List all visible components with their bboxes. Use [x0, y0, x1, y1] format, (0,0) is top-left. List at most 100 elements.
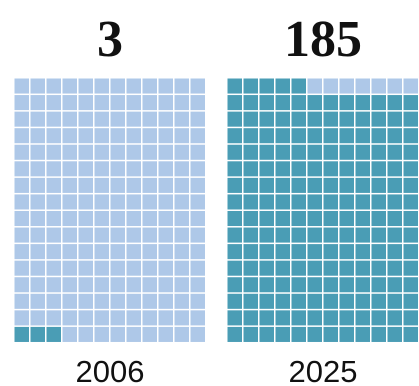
filled-cell [243, 210, 258, 227]
filled-cell [355, 244, 370, 260]
empty-cell [174, 78, 189, 94]
filled-cell [227, 277, 242, 293]
filled-cell [307, 111, 322, 127]
filled-cell [227, 194, 242, 210]
filled-cell [371, 177, 386, 193]
filled-cell [387, 177, 402, 193]
empty-cell [62, 210, 77, 227]
empty-cell [142, 326, 157, 342]
empty-cell [174, 326, 189, 342]
empty-cell [174, 144, 189, 160]
filled-cell [275, 260, 290, 276]
empty-cell [190, 210, 205, 227]
empty-cell [174, 177, 189, 193]
filled-cell [307, 260, 322, 276]
filled-cell [291, 78, 306, 94]
empty-cell [78, 326, 93, 342]
filled-cell [259, 210, 274, 227]
empty-cell [110, 78, 125, 94]
filled-cell [323, 260, 338, 276]
filled-cell [307, 326, 322, 342]
filled-cell [339, 260, 354, 276]
empty-cell [110, 111, 125, 127]
filled-cell [339, 194, 354, 210]
filled-cell [243, 177, 258, 193]
filled-cell [387, 95, 402, 111]
filled-cell [371, 244, 386, 260]
filled-cell [275, 111, 290, 127]
empty-cell [94, 128, 109, 144]
empty-cell [30, 144, 45, 160]
empty-cell [78, 260, 93, 276]
empty-cell [387, 78, 402, 94]
filled-cell [259, 326, 274, 342]
empty-cell [30, 227, 45, 243]
empty-cell [158, 78, 173, 94]
filled-cell [371, 210, 386, 227]
filled-cell [243, 260, 258, 276]
filled-cell [259, 310, 274, 326]
empty-cell [14, 194, 29, 210]
empty-cell [126, 310, 141, 326]
empty-cell [78, 310, 93, 326]
empty-cell [14, 244, 29, 260]
empty-cell [78, 194, 93, 210]
filled-cell [371, 227, 386, 243]
empty-cell [46, 177, 61, 193]
filled-cell [227, 260, 242, 276]
filled-cell [403, 277, 418, 293]
empty-cell [46, 210, 61, 227]
filled-cell [275, 161, 290, 177]
empty-cell [142, 293, 157, 309]
filled-cell [323, 144, 338, 160]
filled-cell [243, 326, 258, 342]
filled-cell [291, 194, 306, 210]
filled-cell [291, 111, 306, 127]
filled-cell [307, 277, 322, 293]
filled-cell [355, 194, 370, 210]
filled-cell [243, 111, 258, 127]
filled-cell [275, 177, 290, 193]
empty-cell [110, 177, 125, 193]
empty-cell [14, 260, 29, 276]
filled-cell [227, 244, 242, 260]
empty-cell [126, 244, 141, 260]
empty-cell [190, 128, 205, 144]
empty-cell [190, 111, 205, 127]
empty-cell [158, 95, 173, 111]
filled-cell [403, 194, 418, 210]
filled-cell [291, 210, 306, 227]
empty-cell [126, 161, 141, 177]
empty-cell [142, 227, 157, 243]
empty-cell [190, 177, 205, 193]
empty-cell [94, 260, 109, 276]
filled-cell [243, 310, 258, 326]
filled-cell [259, 177, 274, 193]
empty-cell [355, 78, 370, 94]
filled-cell [339, 128, 354, 144]
empty-cell [142, 111, 157, 127]
filled-cell [387, 144, 402, 160]
filled-cell [403, 95, 418, 111]
filled-cell [339, 326, 354, 342]
filled-cell [371, 277, 386, 293]
empty-cell [30, 244, 45, 260]
filled-cell [387, 111, 402, 127]
filled-cell [259, 128, 274, 144]
empty-cell [110, 161, 125, 177]
filled-cell [339, 111, 354, 127]
empty-cell [110, 95, 125, 111]
empty-cell [158, 293, 173, 309]
filled-cell [323, 210, 338, 227]
filled-cell [275, 227, 290, 243]
filled-cell [403, 177, 418, 193]
empty-cell [174, 227, 189, 243]
empty-cell [190, 326, 205, 342]
filled-cell [387, 210, 402, 227]
filled-cell [403, 310, 418, 326]
empty-cell [62, 78, 77, 94]
filled-cell [227, 227, 242, 243]
empty-cell [62, 95, 77, 111]
